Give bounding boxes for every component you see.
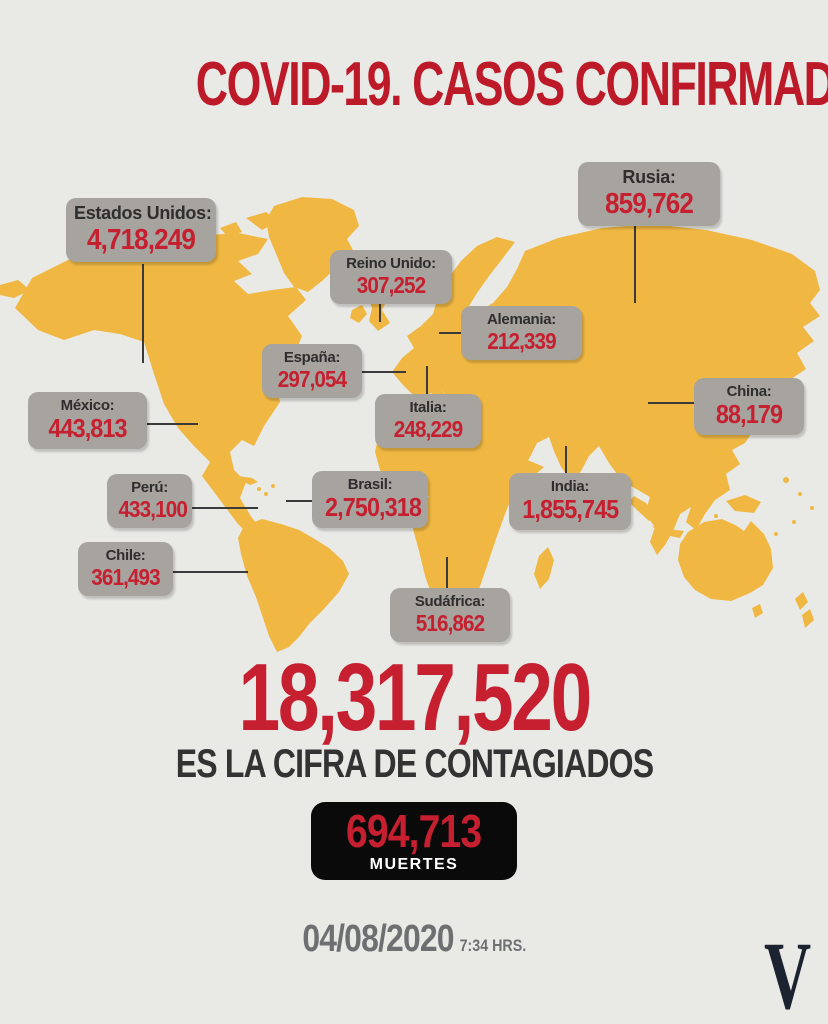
- country-cases: 212,339: [487, 328, 556, 354]
- connector-line-brasil: [286, 500, 313, 502]
- total-cases-value: 18,317,520: [238, 644, 592, 751]
- island-new-guinea: [726, 495, 761, 513]
- continent-australia: [678, 519, 773, 601]
- arctic-islands: [220, 222, 242, 237]
- country-name: Chile:: [105, 547, 146, 564]
- arctic-islands: [246, 212, 278, 230]
- country-name: Estados Unidos:: [74, 203, 212, 223]
- date-row: 04/08/2020 7:34 HRS.: [0, 918, 828, 961]
- island-philippines: [710, 458, 723, 477]
- island-borneo: [664, 489, 688, 512]
- country-cases: 248,229: [393, 416, 463, 442]
- country-name: Sudáfrica:: [414, 593, 486, 610]
- country-label-sudafrica: Sudáfrica: 516,862: [390, 588, 510, 643]
- page-title: COVID-19. CASOS CONFIRMADOS EN EL MUNDO: [0, 54, 828, 116]
- connector-line-mexico: [145, 423, 198, 425]
- country-name: México:: [60, 397, 115, 414]
- connector-line-italia: [426, 366, 428, 395]
- connector-line-estados-unidos: [142, 264, 144, 363]
- country-label-rusia: Rusia: 859,762: [578, 162, 720, 227]
- deaths-value: 694,713: [346, 804, 482, 857]
- country-name: China:: [726, 383, 772, 400]
- country-name: Brasil:: [347, 476, 393, 493]
- time: 7:34 HRS.: [459, 936, 526, 955]
- country-label-china: China: 88,179: [694, 378, 804, 436]
- country-cases: 4,718,249: [86, 223, 196, 256]
- date: 04/08/2020: [302, 918, 454, 960]
- country-name: Italia:: [409, 399, 447, 416]
- country-label-estados-unidos: Estados Unidos: 4,718,249: [66, 198, 216, 263]
- page-title-text: COVID-19. CASOS CONFIRMADOS EN EL MUNDO: [195, 50, 828, 119]
- connector-line-peru: [190, 507, 258, 509]
- connector-line-chile: [171, 571, 248, 573]
- country-label-espana: España: 297,054: [262, 344, 362, 399]
- country-label-brasil: Brasil: 2,750,318: [312, 471, 428, 529]
- country-label-peru: Perú: 433,100: [107, 474, 192, 529]
- island-sulawesi: [697, 492, 711, 512]
- island-madagascar: [534, 547, 554, 589]
- island-cuba: [238, 476, 258, 485]
- island-new-zealand: [802, 609, 814, 628]
- connector-line-alemania: [439, 332, 462, 334]
- country-name: Reino Unido:: [346, 255, 436, 272]
- country-label-alemania: Alemania: 212,339: [461, 306, 582, 361]
- siberia-wrap: [0, 280, 30, 298]
- country-label-italia: Italia: 248,229: [375, 394, 481, 449]
- country-cases: 859,762: [604, 187, 694, 220]
- connector-line-china: [648, 402, 694, 404]
- connector-line-india: [565, 446, 567, 474]
- country-name: Rusia:: [622, 167, 676, 187]
- country-cases: 1,855,745: [522, 494, 619, 524]
- island-sumatra: [629, 496, 656, 521]
- connector-line-rusia: [634, 224, 636, 303]
- total-cases: 18,317,520: [0, 650, 828, 746]
- country-label-reino-unido: Reino Unido: 307,252: [330, 250, 452, 305]
- country-cases: 307,252: [356, 272, 426, 298]
- country-cases: 433,100: [118, 496, 187, 522]
- country-cases: 297,054: [277, 366, 347, 392]
- continent-north-america: [15, 233, 306, 536]
- total-cases-caption: ES LA CIFRA DE CONTAGIADOS: [0, 744, 828, 784]
- country-cases: 361,493: [91, 564, 160, 590]
- connector-line-sudafrica: [446, 557, 448, 589]
- date-inner: 04/08/2020 7:34 HRS.: [302, 918, 526, 961]
- connector-line-reino-unido: [379, 302, 381, 322]
- island-tasmania: [752, 604, 763, 618]
- country-cases: 88,179: [715, 399, 783, 429]
- country-name: India:: [550, 478, 590, 495]
- island-java: [652, 526, 684, 538]
- brand-logo-v: V: [764, 922, 812, 1024]
- island-new-zealand: [795, 592, 808, 610]
- island-ireland: [350, 305, 367, 323]
- deaths-label: MUERTES: [369, 855, 459, 873]
- country-name: Perú:: [131, 479, 168, 496]
- continent-south-america: [238, 519, 349, 652]
- country-label-india: India: 1,855,745: [509, 473, 631, 531]
- country-cases: 516,862: [415, 610, 485, 636]
- country-cases: 2,750,318: [325, 492, 422, 522]
- continent-africa: [375, 401, 544, 613]
- country-name: Alemania:: [487, 311, 556, 328]
- country-name: España:: [283, 349, 341, 366]
- country-cases: 443,813: [48, 413, 127, 443]
- country-label-mexico: México: 443,813: [28, 392, 147, 450]
- connector-line-espana: [360, 371, 406, 373]
- deaths-box: 694,713 MUERTES: [311, 802, 517, 880]
- island-greenland: [266, 197, 359, 292]
- total-cases-caption-text: ES LA CIFRA DE CONTAGIADOS: [175, 742, 653, 786]
- country-label-chile: Chile: 361,493: [78, 542, 173, 597]
